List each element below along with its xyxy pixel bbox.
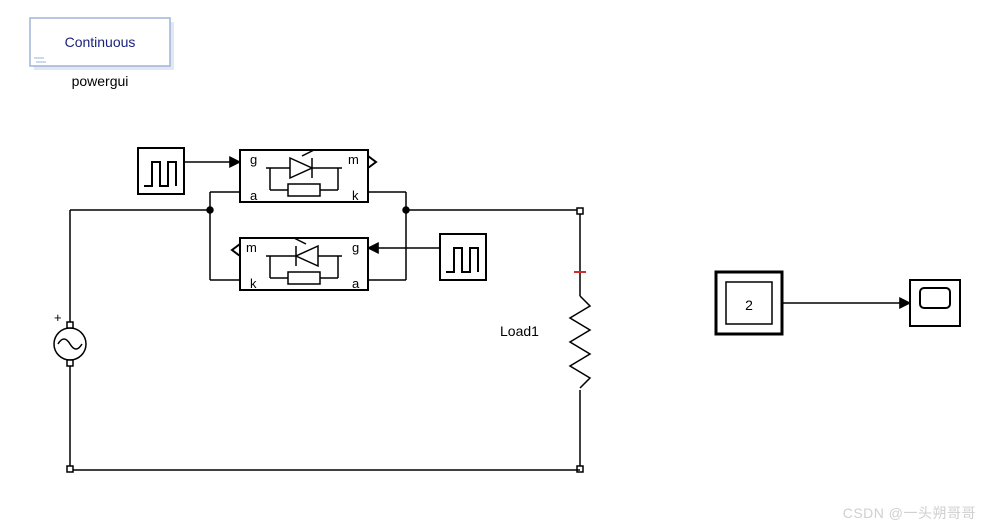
port-m-label: m xyxy=(246,240,257,255)
port-m-label: m xyxy=(348,152,359,167)
pulse-generator-1[interactable] xyxy=(138,148,184,194)
thyristor-block-2[interactable]: m k g a xyxy=(232,238,368,291)
wiring xyxy=(67,162,910,472)
scope-block[interactable] xyxy=(910,280,960,326)
thyristor-block-1[interactable]: g a m k xyxy=(240,150,376,203)
load-label: Load1 xyxy=(500,323,539,339)
port-k-label: k xyxy=(250,276,257,291)
port-g-label: g xyxy=(352,240,359,255)
display-block[interactable]: 2 xyxy=(716,272,782,334)
scope-screen-icon xyxy=(920,288,950,308)
port-a-label: a xyxy=(352,276,360,291)
port-g-label: g xyxy=(250,152,257,167)
port-a-label: a xyxy=(250,188,258,203)
simulink-diagram: Continuous powergui xyxy=(0,0,992,529)
port-k-label: k xyxy=(352,188,359,203)
output-caret xyxy=(232,244,240,256)
powergui-mode-label: Continuous xyxy=(65,34,136,50)
load-resistor[interactable] xyxy=(570,268,590,418)
powergui-name-label: powergui xyxy=(72,73,129,89)
output-caret xyxy=(368,156,376,168)
watermark-text: CSDN @一头朔哥哥 xyxy=(843,503,976,523)
pulse-generator-2[interactable] xyxy=(440,234,486,280)
powergui-block[interactable]: Continuous xyxy=(30,18,174,70)
display-value: 2 xyxy=(745,297,753,313)
polarity-plus: + xyxy=(54,310,62,325)
